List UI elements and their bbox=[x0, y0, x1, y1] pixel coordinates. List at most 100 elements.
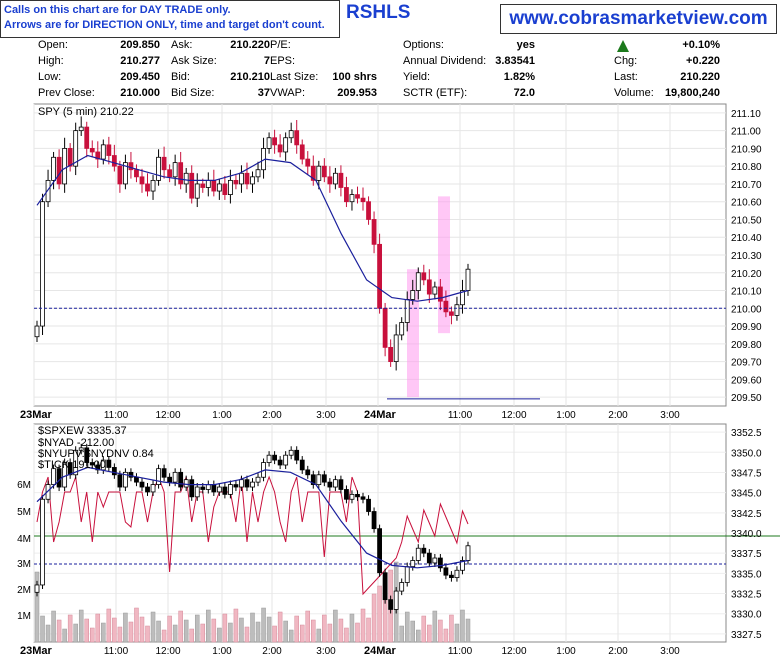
volume-bar bbox=[360, 608, 366, 643]
change-percent: +0.10% bbox=[682, 39, 720, 51]
volume-bar bbox=[327, 623, 333, 643]
candle-body bbox=[449, 574, 454, 579]
candle-body bbox=[366, 201, 371, 220]
candle-body bbox=[150, 179, 156, 192]
volume-bar bbox=[139, 616, 145, 643]
up-arrow-icon bbox=[617, 40, 629, 52]
quote-value: +0.220 bbox=[686, 55, 720, 67]
candle-body bbox=[45, 484, 51, 500]
volume-bar bbox=[51, 610, 56, 643]
candle-body bbox=[277, 459, 283, 466]
volume-bar bbox=[189, 628, 194, 643]
candle-body bbox=[321, 165, 327, 178]
candle-body bbox=[40, 201, 45, 327]
brand-banner[interactable]: www.cobrasmarketview.com bbox=[500, 4, 777, 34]
candle-body bbox=[460, 560, 465, 571]
candle-body bbox=[40, 498, 45, 586]
candle-body bbox=[172, 471, 178, 483]
day-trade-notice: Calls on this chart are for DAY TRADE on… bbox=[0, 0, 340, 38]
volume-bar bbox=[233, 608, 239, 643]
volume-bar bbox=[228, 622, 233, 643]
volume-bar bbox=[172, 624, 178, 643]
volume-bar bbox=[294, 615, 299, 643]
volume-bar bbox=[322, 614, 327, 643]
volume-bar bbox=[84, 618, 89, 643]
quote-value: 209.450 bbox=[120, 71, 160, 83]
volume-bar bbox=[194, 614, 200, 643]
candle-body bbox=[117, 165, 123, 185]
y-tick-label: 210.00 bbox=[731, 304, 762, 315]
y-tick-label: 3345.0 bbox=[731, 489, 762, 500]
candle-body bbox=[189, 172, 195, 199]
candle-body bbox=[332, 479, 338, 488]
candle-body bbox=[239, 479, 244, 488]
candle-body bbox=[200, 183, 206, 188]
volume-bar bbox=[277, 611, 283, 643]
candle-body bbox=[250, 176, 255, 185]
y-tick-label: 3337.5 bbox=[731, 549, 762, 560]
candle-body bbox=[266, 137, 272, 149]
candle-body bbox=[178, 162, 184, 185]
volume-bar bbox=[95, 613, 101, 643]
breadth-legend: $SPXEW 3335.37 $NYAD -212.00 $NYUPV:$NYD… bbox=[38, 425, 154, 471]
volume-bar bbox=[377, 585, 382, 643]
volume-bar bbox=[311, 619, 316, 643]
y-tick-label: 209.70 bbox=[731, 358, 762, 369]
volume-bar bbox=[78, 609, 84, 643]
candle-body bbox=[299, 144, 305, 160]
candle-body bbox=[360, 197, 366, 203]
candle-body bbox=[45, 179, 51, 203]
candle-body bbox=[255, 476, 261, 483]
candle-body bbox=[305, 158, 311, 167]
y-tick-label: 3335.0 bbox=[731, 569, 762, 580]
volume-bar bbox=[222, 613, 228, 643]
candle-body bbox=[56, 468, 62, 488]
candle-body bbox=[432, 557, 438, 564]
volume-bar bbox=[239, 617, 244, 643]
candle-body bbox=[123, 471, 128, 488]
candle-body bbox=[73, 449, 79, 476]
volume-bar bbox=[338, 618, 344, 643]
y-tick-label: 211.00 bbox=[731, 127, 761, 138]
candle-body bbox=[371, 219, 377, 245]
candle-body bbox=[255, 169, 261, 178]
tick-line bbox=[36, 475, 469, 596]
candle-body bbox=[266, 454, 272, 463]
volume-bar bbox=[404, 611, 410, 643]
volume-tick-label: 5M bbox=[17, 507, 31, 518]
volume-bar bbox=[183, 619, 189, 643]
volume-bar bbox=[217, 627, 222, 643]
quote-label: VWAP: bbox=[270, 87, 305, 99]
volume-tick-label: 6M bbox=[17, 480, 31, 491]
y-tick-label: 3332.5 bbox=[731, 590, 762, 601]
candle-body bbox=[89, 462, 95, 466]
candle-body bbox=[227, 484, 233, 495]
y-tick-label: 209.60 bbox=[731, 375, 762, 386]
candle-body bbox=[454, 569, 460, 579]
x-tick-label: 1:00 bbox=[556, 410, 576, 421]
candle-body bbox=[316, 165, 322, 181]
volume-bar bbox=[349, 613, 355, 643]
volume-bar bbox=[366, 617, 371, 643]
candle-body bbox=[73, 130, 79, 167]
candle-body bbox=[145, 486, 150, 493]
volume-bar bbox=[161, 629, 167, 643]
candle-body bbox=[216, 486, 222, 493]
y-tick-label: 210.90 bbox=[731, 144, 762, 155]
quote-label: Last: bbox=[614, 71, 638, 83]
volume-bar bbox=[443, 628, 449, 643]
y-tick-label: 210.20 bbox=[731, 269, 762, 280]
candle-body bbox=[344, 489, 349, 500]
volume-bar bbox=[101, 622, 106, 643]
volume-bar bbox=[206, 609, 211, 643]
volume-bar bbox=[117, 626, 123, 643]
volume-bar bbox=[200, 623, 206, 643]
candle-body bbox=[222, 486, 228, 495]
volume-bar bbox=[416, 629, 421, 643]
x-tick-label: 12:00 bbox=[501, 410, 526, 421]
candle-body bbox=[156, 468, 161, 485]
y-tick-label: 3347.5 bbox=[731, 468, 762, 479]
quote-value: 1.82% bbox=[504, 71, 535, 83]
volume-bar bbox=[438, 619, 443, 643]
x-tick-label: 11:00 bbox=[448, 646, 473, 657]
